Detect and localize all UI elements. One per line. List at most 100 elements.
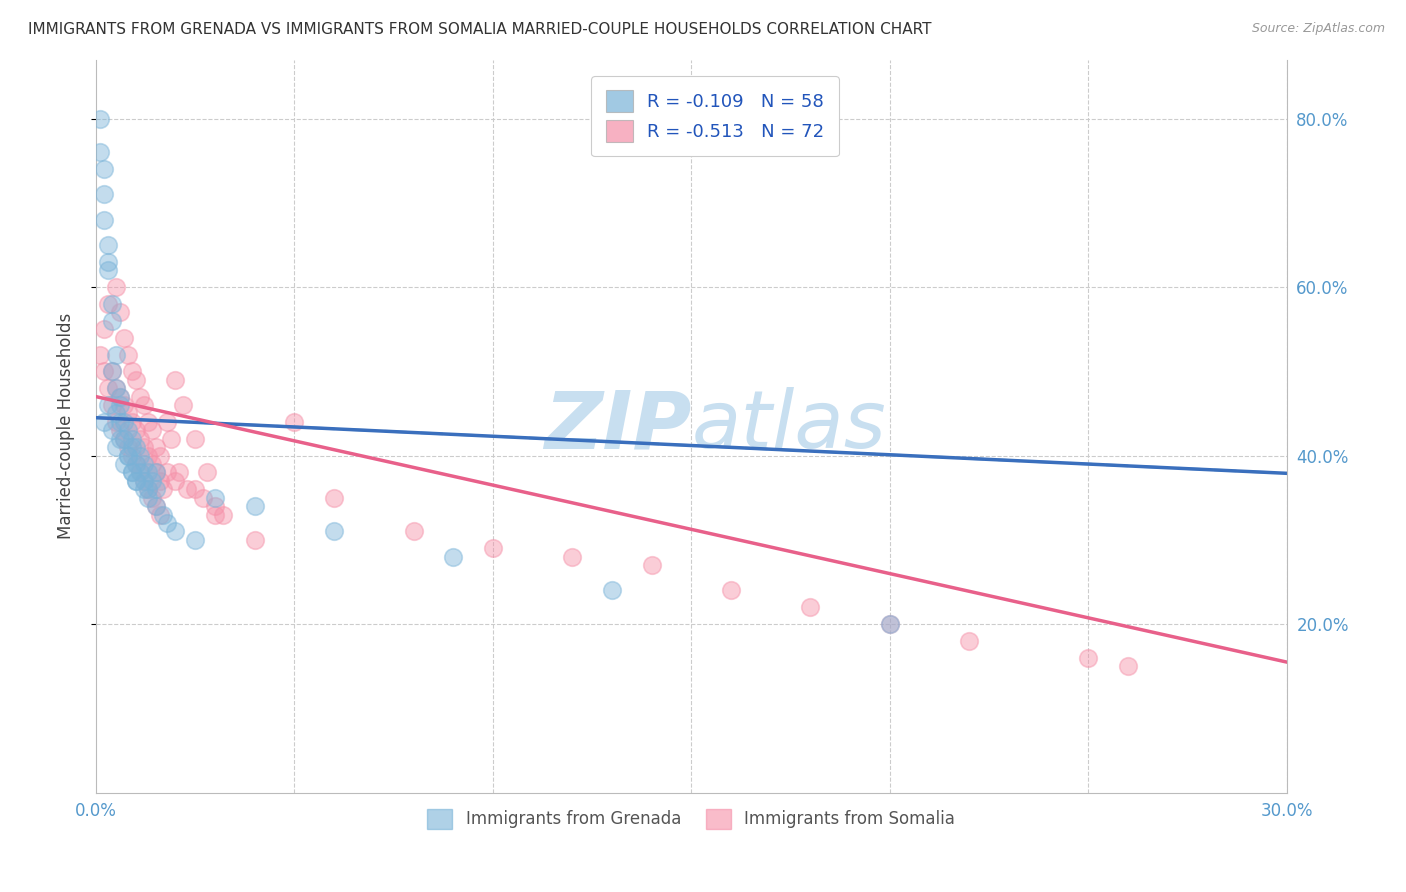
Point [136, 415, 159, 429]
Point [879, 617, 901, 632]
Point [165, 373, 187, 387]
Point [141, 457, 163, 471]
Point [145, 483, 167, 497]
Point [145, 499, 167, 513]
Point [243, 499, 266, 513]
Point [156, 415, 179, 429]
Point [117, 440, 139, 454]
Point [125, 457, 148, 471]
Text: atlas: atlas [692, 387, 886, 465]
Point [132, 440, 155, 454]
Point [441, 549, 464, 564]
Point [108, 305, 131, 319]
Point [93, 364, 115, 378]
Point [136, 483, 159, 497]
Point [136, 483, 159, 497]
Point [112, 331, 135, 345]
Point [204, 508, 226, 522]
Point [141, 474, 163, 488]
Point [482, 541, 505, 556]
Point [125, 457, 148, 471]
Point [104, 440, 127, 454]
Point [204, 491, 226, 505]
Point [132, 398, 155, 412]
Point [89, 145, 111, 160]
Point [145, 499, 167, 513]
Point [108, 432, 131, 446]
Point [402, 524, 425, 539]
Point [112, 457, 135, 471]
Point [101, 297, 124, 311]
Point [121, 466, 143, 480]
Point [323, 491, 346, 505]
Point [169, 466, 191, 480]
Point [104, 381, 127, 395]
Point [121, 432, 143, 446]
Point [121, 364, 143, 378]
Point [136, 491, 159, 505]
Point [125, 440, 148, 454]
Point [145, 440, 167, 454]
Point [799, 600, 821, 615]
Point [132, 474, 155, 488]
Point [125, 474, 148, 488]
Point [117, 407, 139, 421]
Point [148, 474, 170, 488]
Text: IMMIGRANTS FROM GRENADA VS IMMIGRANTS FROM SOMALIA MARRIED-COUPLE HOUSEHOLDS COR: IMMIGRANTS FROM GRENADA VS IMMIGRANTS FR… [28, 22, 932, 37]
Point [117, 449, 139, 463]
Point [97, 297, 120, 311]
Point [561, 549, 583, 564]
Point [104, 415, 127, 429]
Point [101, 423, 124, 437]
Point [112, 432, 135, 446]
Point [112, 415, 135, 429]
Point [104, 407, 127, 421]
Point [108, 390, 131, 404]
Point [121, 466, 143, 480]
Point [204, 499, 226, 513]
Point [145, 466, 167, 480]
Point [141, 423, 163, 437]
Point [191, 491, 214, 505]
Point [125, 373, 148, 387]
Point [117, 347, 139, 361]
Legend: Immigrants from Grenada, Immigrants from Somalia: Immigrants from Grenada, Immigrants from… [420, 802, 962, 836]
Point [128, 390, 150, 404]
Point [176, 483, 198, 497]
Point [152, 508, 174, 522]
Point [184, 432, 207, 446]
Point [108, 390, 131, 404]
Point [125, 423, 148, 437]
Point [1077, 650, 1099, 665]
Point [165, 524, 187, 539]
Point [132, 483, 155, 497]
Point [121, 415, 143, 429]
Point [720, 583, 742, 598]
Point [184, 483, 207, 497]
Point [957, 634, 980, 648]
Point [141, 491, 163, 505]
Point [148, 449, 170, 463]
Point [89, 112, 111, 126]
Point [243, 533, 266, 547]
Point [125, 474, 148, 488]
Point [108, 398, 131, 412]
Point [1116, 659, 1139, 673]
Point [136, 449, 159, 463]
Point [152, 483, 174, 497]
Point [93, 322, 115, 336]
Point [145, 466, 167, 480]
Point [283, 415, 305, 429]
Point [97, 238, 120, 252]
Point [93, 187, 115, 202]
Point [121, 449, 143, 463]
Point [97, 255, 120, 269]
Point [128, 466, 150, 480]
Point [165, 474, 187, 488]
Point [156, 516, 179, 530]
Point [108, 415, 131, 429]
Y-axis label: Married-couple Households: Married-couple Households [58, 313, 75, 540]
Text: Source: ZipAtlas.com: Source: ZipAtlas.com [1251, 22, 1385, 36]
Point [93, 212, 115, 227]
Point [108, 423, 131, 437]
